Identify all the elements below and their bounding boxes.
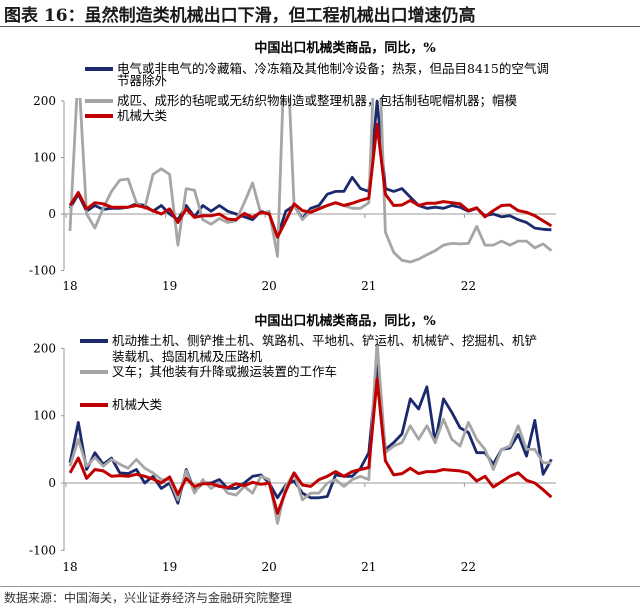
legend-label-0-line2: 节器除外 — [117, 73, 168, 88]
x-tick-label: 18 — [62, 560, 77, 574]
source-note: 数据来源：中国海关，兴业证券经济与金融研究院整理 — [4, 591, 293, 605]
y-tick-label: 200 — [33, 94, 56, 108]
x-tick-label: 21 — [361, 279, 376, 293]
legend-label-2: 机械大类 — [117, 108, 168, 123]
series-line-1 — [68, 98, 553, 264]
y-tick-label: 0 — [48, 476, 56, 490]
y-tick-label: 200 — [33, 341, 56, 355]
x-tick-label: 21 — [361, 560, 376, 574]
x-tick-label: 19 — [162, 560, 177, 574]
x-tick-label: 20 — [262, 560, 277, 574]
source-divider — [0, 586, 640, 587]
legend: 电气或非电气的冷藏箱、冷冻箱及其他制冷设备；热泵，但品目8415的空气调 节器除… — [85, 61, 549, 123]
x-tick-label: 20 — [262, 279, 277, 293]
legend-label-0-line1: 电气或非电气的冷藏箱、冷冻箱及其他制冷设备；热泵，但品目8415的空气调 — [117, 61, 549, 76]
title-divider — [0, 26, 640, 27]
legend-label-1: 叉车；其他装有升降或搬运装置的工作车 — [112, 364, 337, 379]
legend-label-2: 机械大类 — [112, 397, 163, 412]
chart-top: 中国出口机械类商品，同比，% 200 100 0 -100 18 19 20 21 22 电气或… — [29, 40, 556, 293]
legend-label-1: 成匹、成形的毡呢或无纺织物制造或整理机器，包括制毡呢帽机器；帽模 — [117, 93, 518, 108]
legend-label-0-line2: 装载机、捣固机械及压路机 — [112, 349, 263, 364]
legend-label-0-line1: 机动推土机、侧铲推土机、筑路机、平地机、铲运机、机械铲、挖掘机、机铲 — [112, 333, 537, 348]
x-tick-label: 19 — [162, 279, 177, 293]
axes: 200 100 0 -100 18 19 20 21 22 — [29, 94, 556, 293]
chart-title: 中国出口机械类商品，同比，% — [254, 313, 436, 329]
y-tick-label: 100 — [33, 409, 56, 423]
series-line-2 — [68, 377, 553, 515]
series-line-2 — [68, 122, 553, 239]
x-tick-label: 18 — [62, 279, 77, 293]
x-tick-label: 22 — [461, 279, 476, 293]
legend: 机动推土机、侧铲推土机、筑路机、平地机、铲运机、机械铲、挖掘机、机铲 装载机、捣… — [80, 333, 537, 412]
series-lines — [68, 98, 553, 264]
y-tick-label: 100 — [33, 151, 56, 165]
series-line-1 — [68, 345, 552, 525]
chart-title: 中国出口机械类商品，同比，% — [254, 40, 436, 56]
y-tick-label: -100 — [29, 543, 56, 557]
chart-bottom: 中国出口机械类商品，同比，% 200 100 0 -100 18 19 20 21 22 机动推… — [29, 313, 556, 574]
x-tick-label: 22 — [461, 560, 476, 574]
series-lines — [68, 345, 553, 525]
y-tick-label: -100 — [29, 264, 56, 278]
figure-title: 图表 16：虽然制造类机械出口下滑，但工程机械出口增速仍高 — [4, 6, 476, 26]
y-tick-label: 0 — [48, 207, 56, 221]
